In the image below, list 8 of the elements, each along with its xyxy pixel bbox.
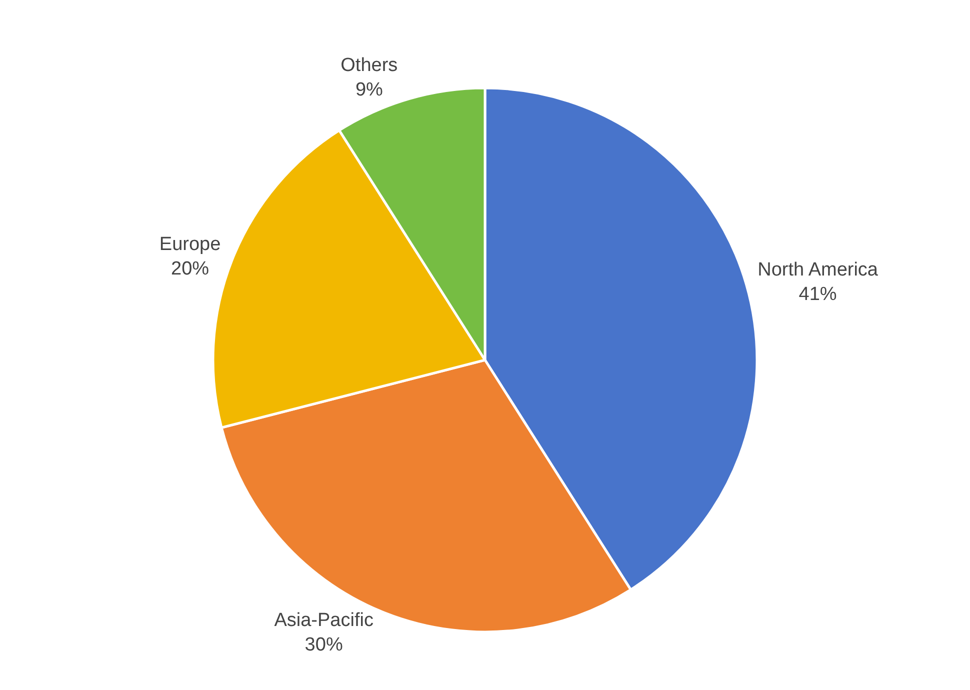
- slice-label: North America: [758, 259, 878, 280]
- data-label: 41%: [798, 284, 837, 306]
- data-label: 9%: [355, 80, 384, 101]
- slice-label: Others: [340, 54, 398, 76]
- data-label: 20%: [171, 258, 210, 280]
- slice-label: Europe: [159, 234, 221, 255]
- slice-label: Asia-Pacific: [274, 610, 374, 631]
- data-label: 30%: [304, 634, 343, 656]
